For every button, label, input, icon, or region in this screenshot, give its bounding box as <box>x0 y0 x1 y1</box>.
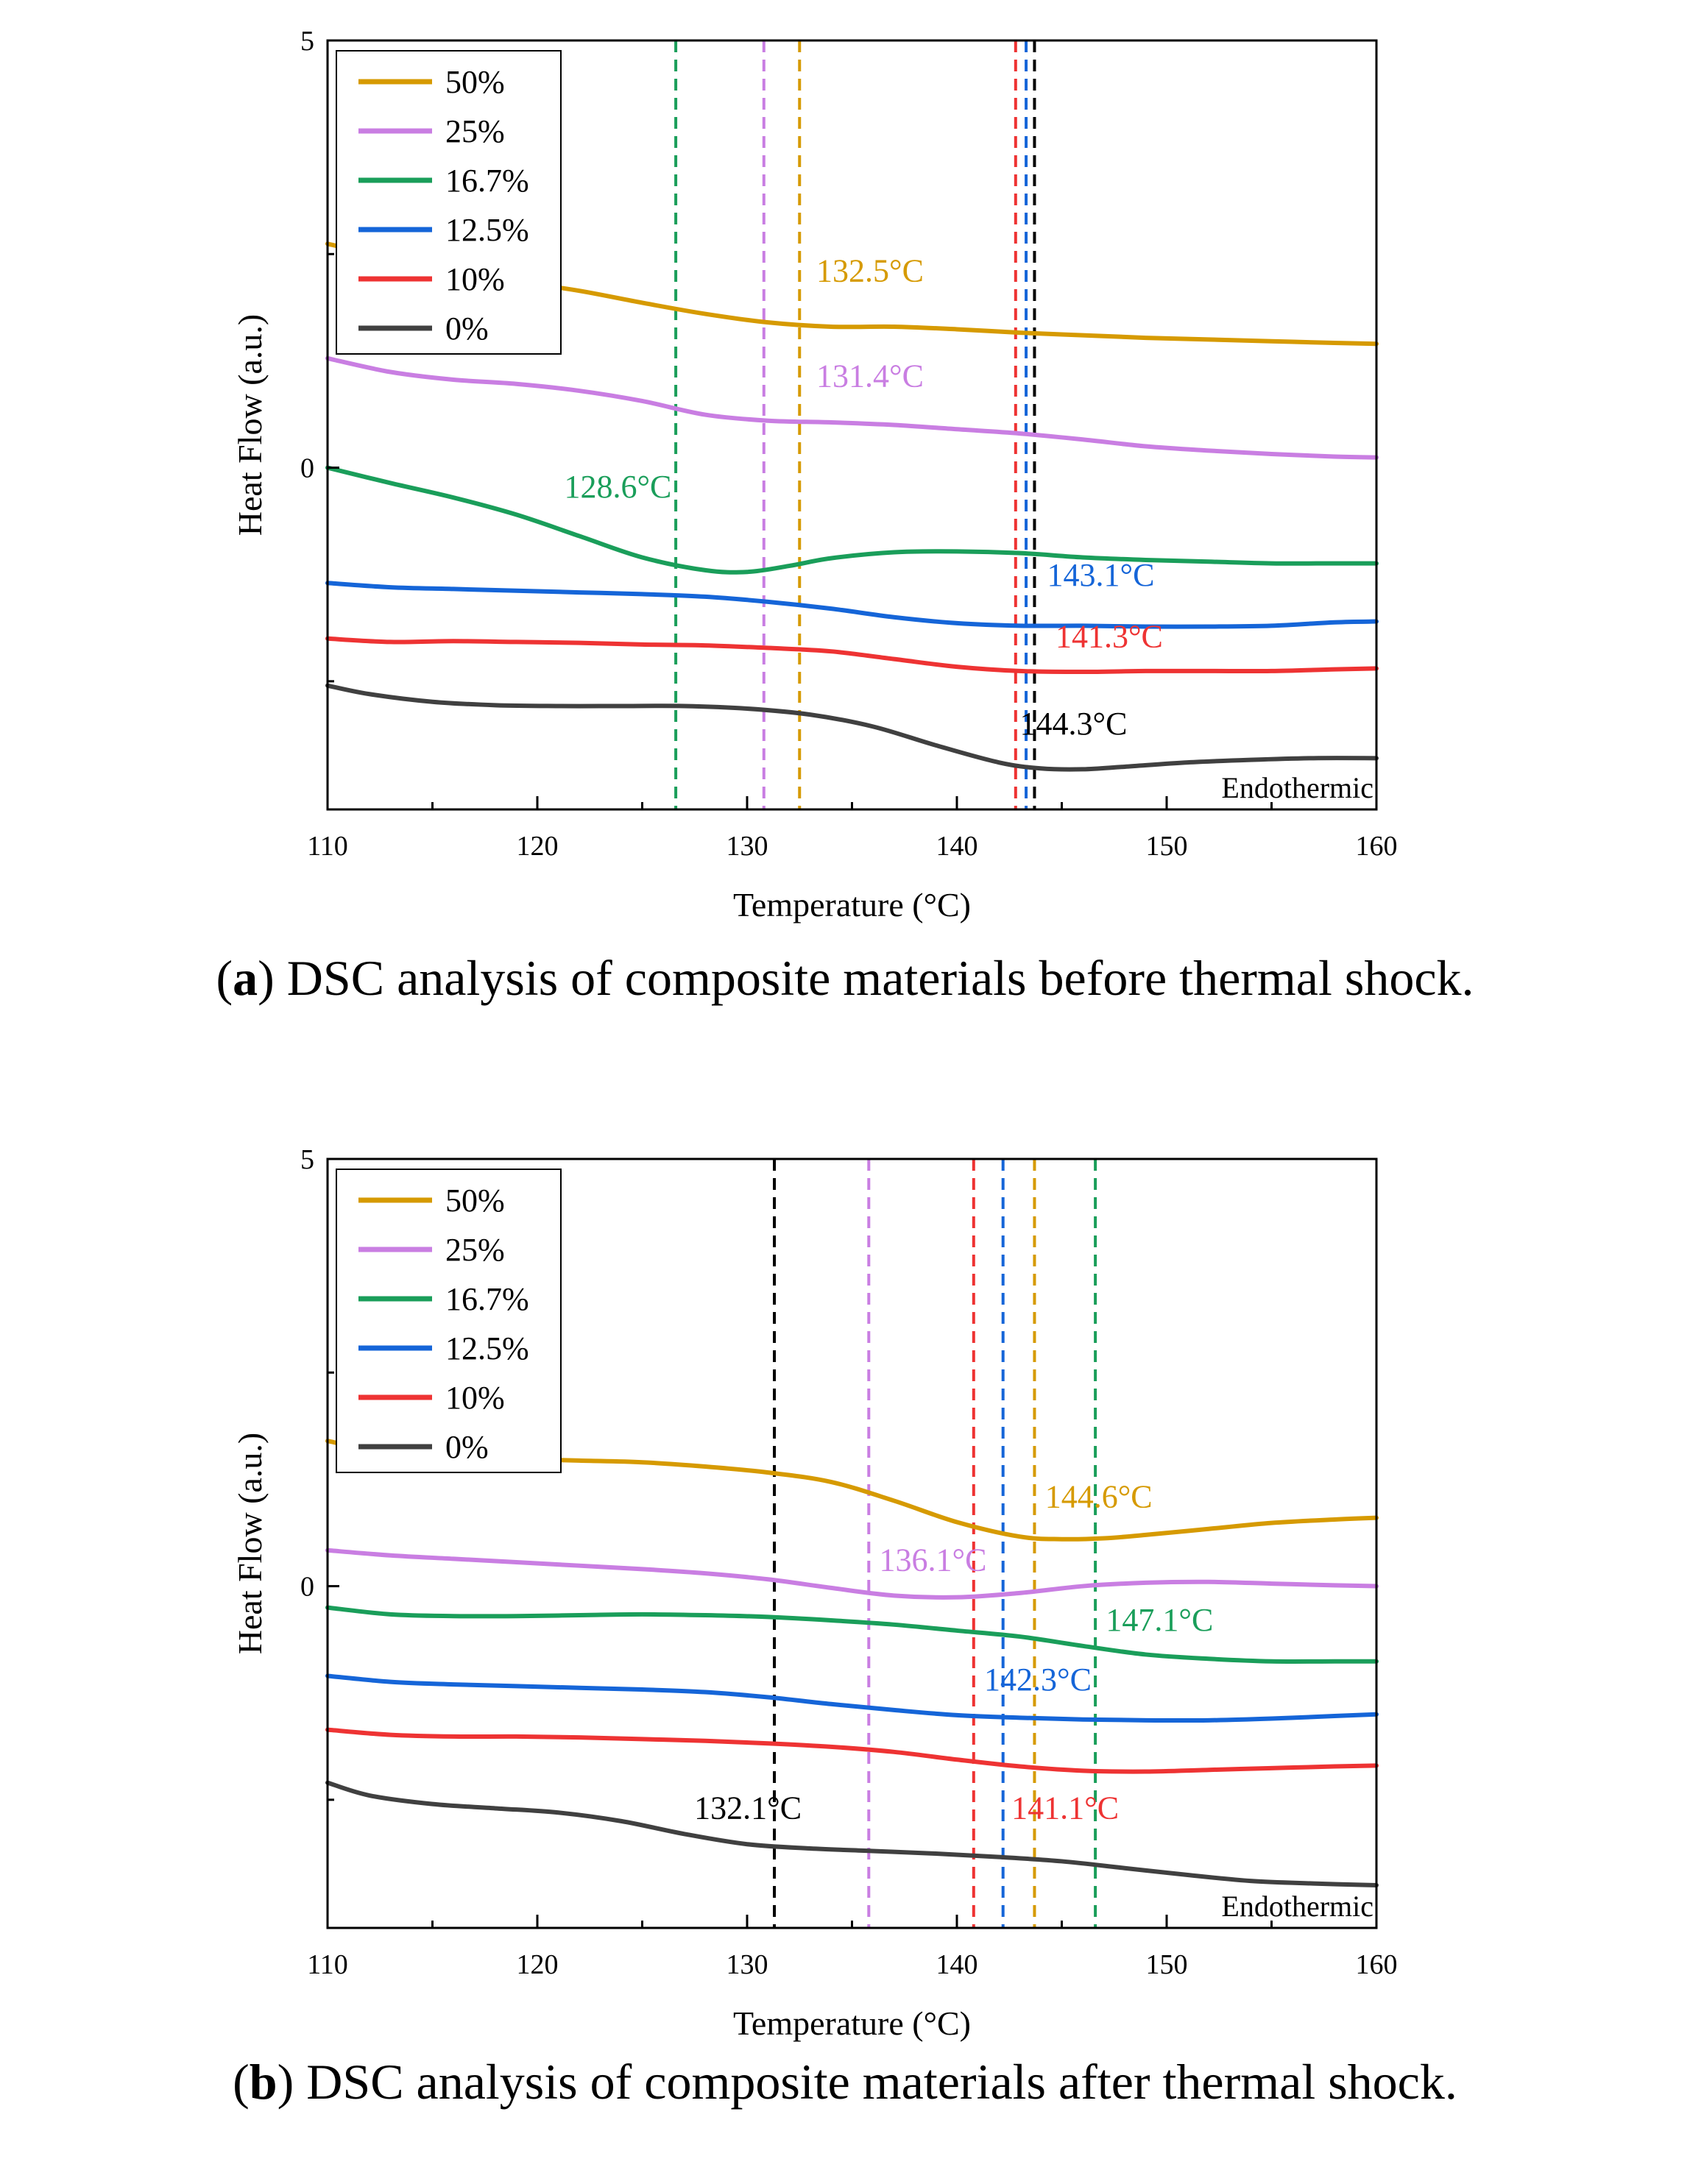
x-tick-label: 130 <box>726 831 768 862</box>
x-tick-label: 160 <box>1356 1949 1398 1980</box>
temperature-annotation: 136.1°C <box>880 1542 987 1578</box>
y-axis-label: Heat Flow (a.u.) <box>231 1433 269 1654</box>
caption-a: (a) DSC analysis of composite materials … <box>216 950 1474 1006</box>
x-tick-label: 130 <box>726 1949 768 1980</box>
legend-label-12.5%: 12.5% <box>445 1330 529 1366</box>
y-tick-label: 5 <box>300 1144 314 1175</box>
endothermic-label: Endothermic <box>1221 1890 1373 1923</box>
temperature-annotation: 143.1°C <box>1047 557 1155 593</box>
legend-label-25%: 25% <box>445 113 505 149</box>
legend-label-16.7%: 16.7% <box>445 1281 529 1317</box>
x-tick-label: 150 <box>1146 831 1188 862</box>
temperature-annotation: 128.6°C <box>564 469 671 505</box>
x-tick-label: 140 <box>936 831 978 862</box>
series-line-25% <box>325 355 1379 460</box>
x-tick-label: 140 <box>936 1949 978 1980</box>
x-tick-label: 120 <box>517 1949 559 1980</box>
temperature-annotation: 141.1°C <box>1011 1790 1119 1826</box>
y-tick-label: 5 <box>300 26 314 57</box>
legend-label-10%: 10% <box>445 1380 505 1416</box>
endothermic-label: Endothermic <box>1221 771 1373 804</box>
legend-box <box>336 1169 562 1473</box>
legend-label-12.5%: 12.5% <box>445 212 529 248</box>
legend-label-25%: 25% <box>445 1232 505 1268</box>
temperature-annotation: 142.3°C <box>984 1662 1092 1698</box>
temperature-annotation: 131.4°C <box>816 358 924 394</box>
y-tick-label: 0 <box>300 1572 314 1603</box>
series-line-12.5% <box>325 1673 1379 1723</box>
series-line-0% <box>325 1780 1379 1887</box>
dsc-chart-after: 110 120 130 140 150 160 5 0 Temperature (°C) Heat… <box>231 1144 1398 2042</box>
y-axis-label: Heat Flow (a.u.) <box>231 314 269 536</box>
x-tick-label: 150 <box>1146 1949 1188 1980</box>
series-line-0% <box>325 683 1379 772</box>
legend-label-50%: 50% <box>445 64 505 100</box>
series-line-25% <box>325 1547 1379 1600</box>
temperature-annotation: 144.6°C <box>1045 1479 1153 1515</box>
temperature-annotation: 147.1°C <box>1106 1602 1213 1638</box>
legend-label-50%: 50% <box>445 1183 505 1219</box>
temperature-annotation: 132.5°C <box>816 252 924 288</box>
legend-label-10%: 10% <box>445 261 505 297</box>
temperature-annotation: 144.3°C <box>1020 706 1128 742</box>
x-tick-label: 110 <box>307 831 348 862</box>
series-line-12.5% <box>325 581 1379 629</box>
y-tick-label: 0 <box>300 453 314 484</box>
legend-box <box>336 50 562 355</box>
legend-label-16.7%: 16.7% <box>445 163 529 199</box>
legend-label-0%: 0% <box>445 311 489 347</box>
legend-label-0%: 0% <box>445 1429 489 1465</box>
x-tick-label: 160 <box>1356 831 1398 862</box>
panel-b: 110 120 130 140 150 160 5 0 Temperature (°C) Heat… <box>0 1118 1690 2184</box>
temperature-annotation: 132.1°C <box>694 1790 802 1826</box>
x-axis-label: Temperature (°C) <box>733 886 971 923</box>
dsc-chart-before: 110 120 130 140 150 160 5 0 Temperature (°C) Heat… <box>231 26 1398 923</box>
caption-a-text: DSC analysis of composite materials befo… <box>274 950 1474 1006</box>
x-axis-label: Temperature (°C) <box>733 2004 971 2042</box>
x-tick-label: 120 <box>517 831 559 862</box>
caption-a-letter: a <box>233 950 258 1006</box>
caption-b-text: DSC analysis of composite materials afte… <box>294 2054 1457 2110</box>
series-line-10% <box>325 1727 1379 1774</box>
x-tick-label: 110 <box>307 1949 348 1980</box>
series-line-10% <box>325 636 1379 675</box>
caption-b: (b) DSC analysis of composite materials … <box>233 2054 1457 2110</box>
caption-b-letter: b <box>249 2054 277 2110</box>
series-line-16.7% <box>325 1605 1379 1664</box>
panel-a: 110 120 130 140 150 160 5 0 Temperature (°C) Heat… <box>216 26 1474 1006</box>
temperature-annotation: 141.3°C <box>1056 618 1163 654</box>
series-line-16.7% <box>325 465 1379 575</box>
